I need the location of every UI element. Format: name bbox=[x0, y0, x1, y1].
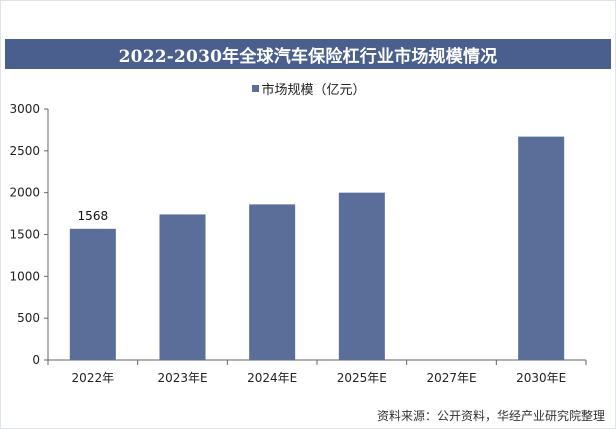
chart-legend: 市场规模（亿元） bbox=[1, 79, 616, 98]
x-tick-label: 2023年E bbox=[157, 371, 207, 385]
source-note: 资料来源：公开资料，华经产业研究院整理 bbox=[376, 409, 605, 423]
x-tick-label: 2024年E bbox=[247, 371, 297, 385]
y-tick-label: 3000 bbox=[9, 102, 40, 116]
data-label: 1568 bbox=[78, 209, 109, 223]
legend-swatch bbox=[252, 85, 260, 92]
x-tick-label: 2030年E bbox=[516, 371, 566, 385]
y-tick-label: 2000 bbox=[9, 186, 40, 200]
y-tick-label: 500 bbox=[17, 311, 40, 325]
x-tick-label: 2025年E bbox=[337, 371, 387, 385]
y-tick-label: 1500 bbox=[9, 228, 40, 242]
y-tick-label: 2500 bbox=[9, 144, 40, 158]
bar bbox=[518, 136, 565, 360]
bar bbox=[338, 192, 385, 360]
x-tick-label: 2027年E bbox=[426, 371, 476, 385]
legend-label: 市场规模（亿元） bbox=[261, 83, 366, 98]
bar bbox=[69, 228, 116, 360]
bar bbox=[159, 214, 206, 360]
y-tick-label: 1000 bbox=[9, 269, 40, 283]
bar bbox=[249, 204, 296, 360]
x-tick-label: 2022年 bbox=[72, 371, 115, 385]
y-tick-label: 0 bbox=[32, 353, 40, 367]
chart-title: 2022-2030年全球汽车保险杠行业市场规模情况 bbox=[5, 39, 611, 69]
